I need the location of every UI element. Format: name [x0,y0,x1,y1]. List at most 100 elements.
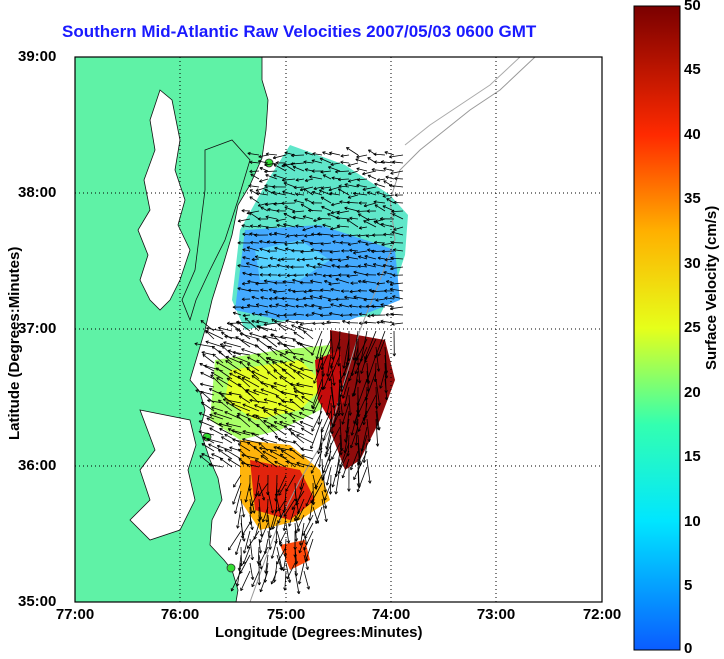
velocity-arrow [241,225,251,228]
velocity-arrowhead [300,249,304,253]
velocity-arrow [330,402,333,435]
velocity-arrow [241,348,260,356]
velocity-arrowhead [374,240,378,243]
velocity-arrow [270,506,278,531]
velocity-arrowhead [373,220,376,224]
velocity-arrow [377,338,386,357]
velocity-arrowhead [206,417,209,421]
velocity-arrowhead [357,179,361,182]
velocity-arrow [349,305,359,308]
velocity-arrowhead [267,208,271,212]
velocity-arrowhead [267,371,271,373]
velocity-arrowhead [351,373,355,377]
velocity-arrowhead [320,171,324,174]
velocity-arrowhead [342,475,345,479]
velocity-arrow [275,522,278,544]
velocity-arrow [269,450,287,460]
velocity-arrow [250,242,260,244]
velocity-arrowhead [325,489,327,493]
velocity-arrow [393,226,404,231]
velocity-arrowhead [390,266,394,270]
velocity-arrowhead [371,315,375,318]
velocity-arrowhead [341,474,343,479]
velocity-arrow [295,305,305,308]
velocity-arrowhead [284,206,288,210]
velocity-arrowhead [371,313,375,316]
velocity-arrowhead [358,201,362,204]
velocity-arrowhead [340,452,343,456]
velocity-arrow [351,410,359,436]
velocity-arrowhead [285,320,289,323]
velocity-arrow [359,226,368,229]
velocity-arrowhead [242,233,246,237]
velocity-arrowhead [237,525,240,529]
velocity-arrow [313,218,323,222]
velocity-arrow [375,410,379,430]
velocity-arrowhead [328,166,332,168]
velocity-arrowhead [324,280,327,284]
velocity-arrowhead [373,161,377,164]
velocity-arrowhead [313,273,317,276]
velocity-arrowhead [367,191,371,193]
velocity-arrow [363,298,377,301]
velocity-arrowhead [225,422,230,424]
velocity-arrow [273,382,287,388]
velocity-arrow [340,154,350,157]
velocity-arrowhead [353,295,357,298]
velocity-arrowhead [254,459,258,463]
velocity-arrowhead [281,165,285,168]
velocity-arrowhead [349,305,352,308]
velocity-arrowhead [265,153,269,156]
velocity-arrow [355,418,359,446]
velocity-arrow [283,223,296,228]
velocity-arrowhead [389,287,394,290]
velocity-arrowhead [366,217,370,221]
velocity-arrowhead [221,394,223,398]
velocity-arrow [258,514,263,537]
velocity-arrowhead [390,242,394,245]
velocity-arrowhead [376,191,379,195]
velocity-arrowhead [293,185,297,188]
velocity-arrowhead [348,378,352,382]
velocity-arrowhead [329,152,332,155]
velocity-arrow [367,191,377,196]
velocity-arrowhead [373,153,377,157]
velocity-arrowhead [290,265,294,268]
velocity-arrowhead [344,206,348,209]
velocity-arrowhead [255,303,260,305]
velocity-arrowhead [200,390,204,393]
velocity-arrowhead [320,196,324,201]
velocity-arrowhead [241,454,245,458]
velocity-arrowhead [262,519,266,523]
velocity-arrow [373,201,386,204]
velocity-arrow [302,215,314,220]
velocity-arrowhead [357,265,361,269]
velocity-arrow [394,178,404,180]
velocity-arrow [321,322,332,324]
velocity-arrowhead [390,308,394,311]
velocity-arrow [330,338,341,369]
velocity-arrowhead [316,356,319,360]
velocity-arrowhead [236,415,239,419]
velocity-arrow [357,466,368,493]
velocity-arrowhead [253,389,257,391]
velocity-arrowhead [250,173,253,177]
velocity-arrow [326,321,341,324]
velocity-arrow [315,506,323,524]
velocity-arrowhead [324,279,328,282]
velocity-arrowhead [237,242,241,245]
velocity-arrowhead [390,173,394,175]
velocity-arrowhead [366,219,370,222]
velocity-arrow [218,392,233,396]
velocity-arrow [274,232,287,236]
velocity-arrowhead [293,387,296,391]
velocity-arrow [218,399,233,412]
velocity-arrow [314,257,323,260]
velocity-arrow [379,370,386,389]
plot-frame [74,56,603,603]
velocity-arrowhead [222,345,226,348]
velocity-arrowhead [283,182,287,186]
bay-water [137,89,191,311]
velocity-arrowhead [347,195,351,198]
velocity-arrowhead [254,256,258,259]
